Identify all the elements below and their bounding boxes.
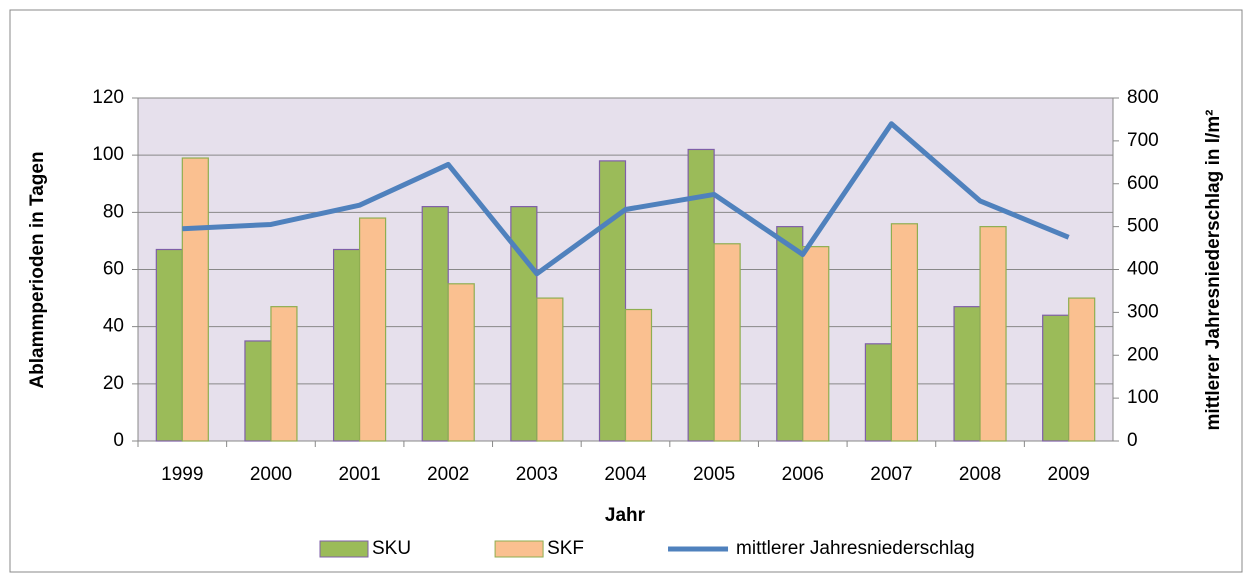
bar (181, 157, 209, 442)
y-tick-label: 100 (92, 144, 124, 165)
y2-tick-label: 600 (1127, 173, 1159, 194)
y2-tick-label: 800 (1127, 87, 1159, 108)
x-axis-label: Jahr (605, 505, 646, 526)
y2-tick-label: 100 (1127, 387, 1159, 408)
bar (776, 226, 804, 442)
bar (979, 226, 1007, 442)
y-tick-label: 40 (103, 316, 124, 337)
bar (510, 206, 538, 442)
bar (358, 217, 387, 442)
bar (713, 243, 741, 442)
bar (598, 160, 627, 442)
y-axis-label: Ablammperioden in Tagen (27, 151, 48, 388)
x-tick-label: 2004 (604, 464, 647, 485)
bar (332, 248, 361, 442)
y2-axis-label: mittlerer Jahresniederschlag in l/m² (1203, 109, 1224, 430)
y-tick-label: 120 (92, 87, 124, 108)
y2-tick-label: 200 (1127, 344, 1159, 365)
bar (421, 206, 449, 442)
legend-label: mittlerer Jahresniederschlag (736, 538, 975, 559)
x-tick-label: 2001 (338, 464, 380, 485)
y2-tick-label: 0 (1127, 430, 1138, 451)
bar (802, 246, 830, 442)
y-tick-label: 80 (103, 201, 124, 222)
legend-swatch (494, 540, 544, 558)
x-tick-label: 1999 (161, 464, 203, 485)
bar (1042, 314, 1070, 442)
x-tick-label: 2009 (1048, 464, 1090, 485)
y-tick-label: 0 (113, 430, 124, 451)
x-tick-label: 2007 (870, 464, 912, 485)
bar (953, 306, 981, 442)
line-series (182, 121, 1070, 277)
legend-label: SKU (372, 538, 411, 559)
bar (270, 306, 298, 442)
bar (1068, 297, 1096, 442)
legend-label: SKF (547, 538, 584, 559)
bar (244, 340, 272, 442)
bar (624, 308, 653, 442)
y2-tick-label: 400 (1127, 259, 1159, 280)
y-tick-label: 20 (103, 373, 124, 394)
y2-tick-label: 700 (1127, 130, 1159, 151)
y2-tick-label: 500 (1127, 216, 1159, 237)
x-tick-label: 2000 (250, 464, 292, 485)
bar (536, 297, 564, 442)
x-tick-label: 2002 (427, 464, 469, 485)
y2-tick-label: 300 (1127, 301, 1159, 322)
legend-swatch (319, 540, 369, 558)
bar (890, 223, 919, 442)
bar (447, 283, 475, 442)
x-tick-label: 2003 (516, 464, 558, 485)
y-tick-label: 60 (103, 259, 124, 280)
x-tick-label: 2005 (693, 464, 735, 485)
bar (155, 248, 183, 442)
bar (864, 343, 893, 442)
x-tick-label: 2008 (959, 464, 1001, 485)
x-tick-label: 2006 (782, 464, 824, 485)
